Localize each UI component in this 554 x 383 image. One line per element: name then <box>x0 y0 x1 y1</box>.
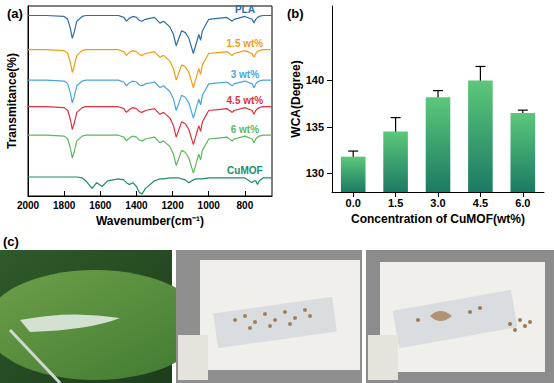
svg-text:0.0: 0.0 <box>346 197 361 209</box>
svg-text:1400: 1400 <box>125 200 148 211</box>
svg-text:130: 130 <box>306 167 324 179</box>
svg-text:Concentration of CuMOF(wt%): Concentration of CuMOF(wt%) <box>351 212 525 226</box>
svg-text:2000: 2000 <box>17 200 40 211</box>
html-text:(c): (c) <box>3 234 19 249</box>
svg-text:4.5: 4.5 <box>473 197 488 209</box>
svg-text:3.0: 3.0 <box>430 197 445 209</box>
svg-text:1600: 1600 <box>89 200 112 211</box>
svg-text:1.5 wt%: 1.5 wt% <box>227 38 264 49</box>
svg-text:WCA(Degree): WCA(Degree) <box>289 60 303 137</box>
svg-text:140: 140 <box>306 74 324 86</box>
svg-text:1200: 1200 <box>161 200 184 211</box>
svg-text:4.5 wt%: 4.5 wt% <box>227 95 264 106</box>
svg-text:PLA: PLA <box>235 4 255 15</box>
svg-text:6 wt%: 6 wt% <box>231 124 259 135</box>
svg-text:(a): (a) <box>7 6 23 21</box>
svg-text:Wavenumber(cm⁻¹): Wavenumber(cm⁻¹) <box>96 214 204 228</box>
svg-text:1.5: 1.5 <box>388 197 403 209</box>
svg-text:CuMOF: CuMOF <box>227 165 263 176</box>
svg-text:Transmitance(%): Transmitance(%) <box>5 53 19 149</box>
svg-text:135: 135 <box>306 121 324 133</box>
svg-text:(b): (b) <box>287 6 304 21</box>
svg-text:6.0: 6.0 <box>515 197 530 209</box>
svg-text:800: 800 <box>237 200 254 211</box>
svg-text:1800: 1800 <box>53 200 76 211</box>
svg-text:1000: 1000 <box>198 200 221 211</box>
svg-text:3 wt%: 3 wt% <box>231 69 259 80</box>
